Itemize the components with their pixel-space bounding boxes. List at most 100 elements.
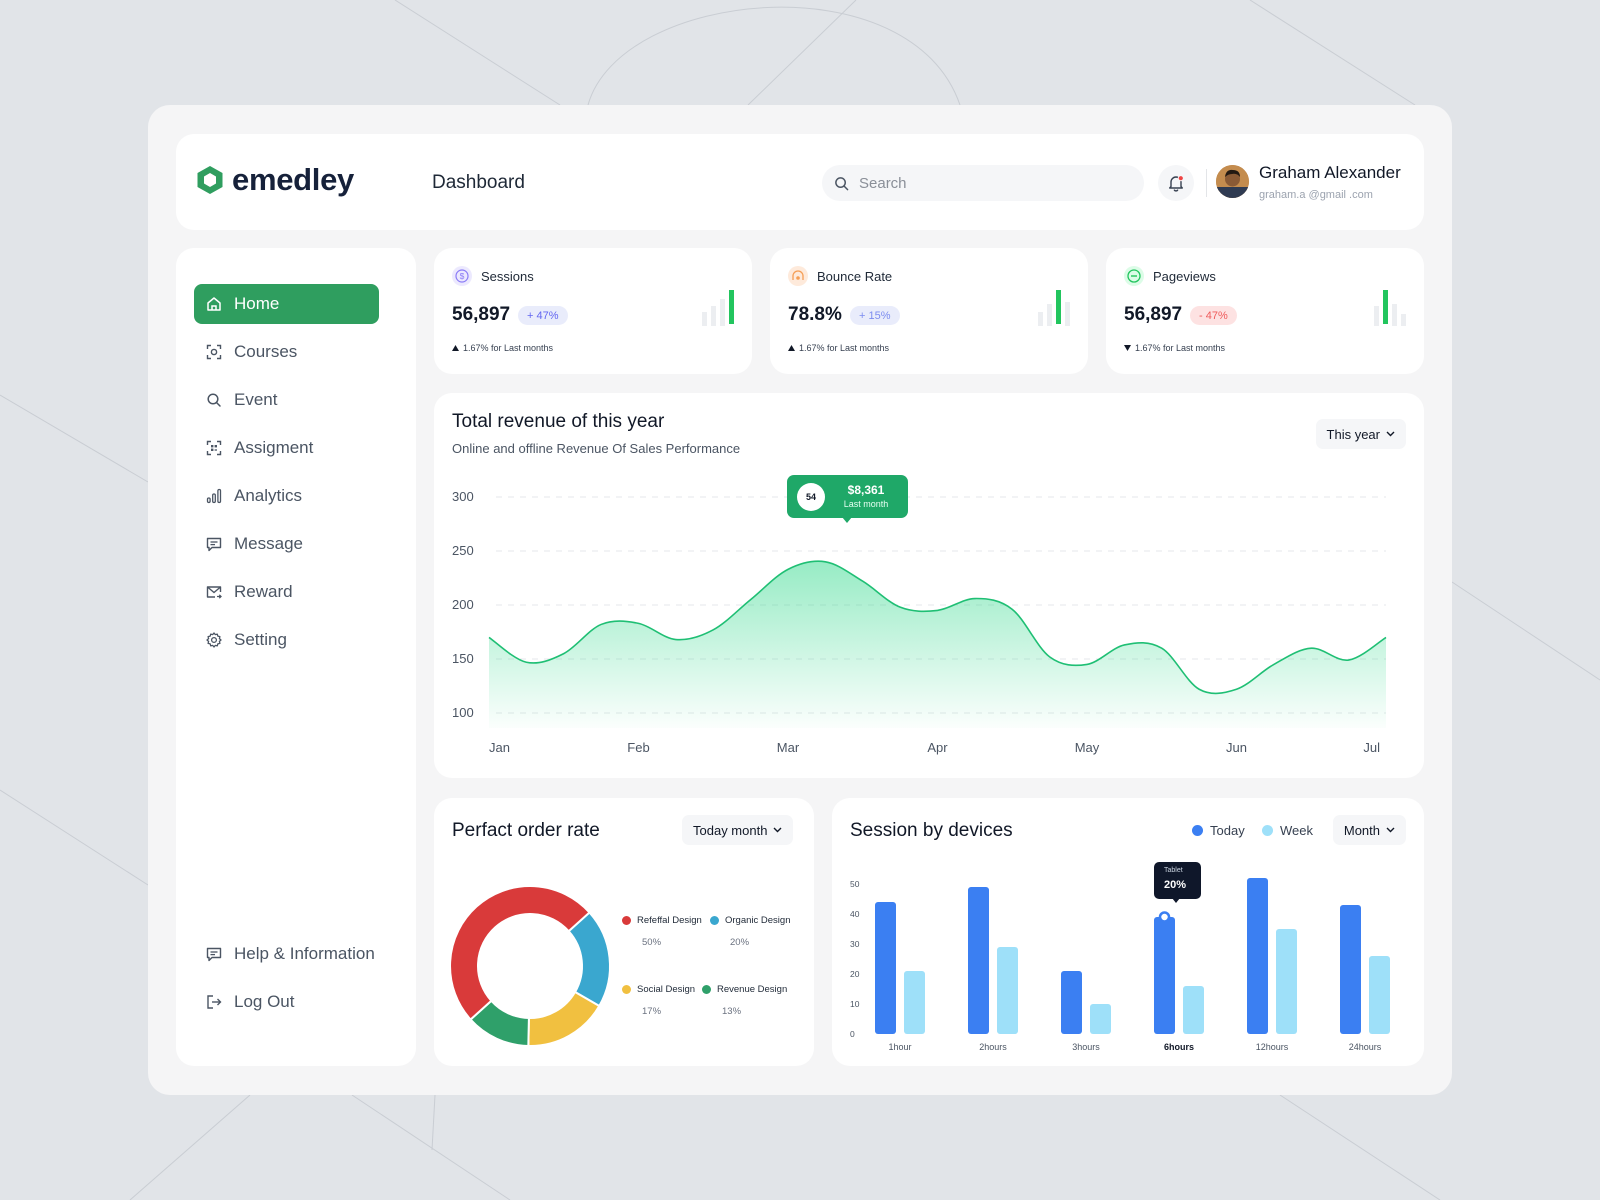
y-tick-label: 10 [850,999,860,1009]
sidebar-item-courses[interactable]: Courses [194,332,379,372]
qr-scan-icon [206,440,222,456]
revenue-area-chart: 300 250 200 150 100 Jan Feb Mar Apr May Jun Jul [452,489,1387,755]
period-dropdown[interactable]: This year [1315,419,1406,449]
stat-footnote: 1.67% for Last months [1124,343,1225,353]
revenue-subtitle: Online and offline Revenue Of Sales Perf… [452,441,741,456]
notification-button[interactable] [1158,165,1194,201]
logo[interactable]: emedley [194,162,354,198]
header-divider [1206,169,1207,197]
revenue-card: Total revenue of this year Online and of… [434,393,1424,778]
devices-period-dropdown[interactable]: Month [1332,815,1406,845]
x-tick-label: Jan [489,740,510,755]
sidebar-item-label: Log Out [234,992,295,1011]
x-tick-label: 6hours [1164,1042,1194,1052]
bar-today [1061,971,1082,1034]
bar-tooltip: Tablet 20% [1154,862,1201,903]
sidebar-item-event[interactable]: Event [194,380,379,420]
user-photo [1216,165,1249,198]
bar-week [904,971,925,1034]
logo-icon [197,166,223,194]
y-tick-label: 50 [850,879,860,889]
minus-circle-icon [1124,266,1144,286]
order-rate-title: Perfact order rate [452,820,600,841]
stat-value: 78.8% [788,304,842,325]
revenue-area [489,561,1386,728]
y-tick-label: 100 [452,705,474,720]
legend-week: Week [1262,823,1313,838]
sidebar-item-label: Assigment [234,438,314,457]
order-period-dropdown[interactable]: Today month [682,815,794,845]
sessions-devices-card: Session by devices Today Week Month 50 40… [832,798,1424,1066]
sidebar-item-help[interactable]: Help & Information [194,934,399,974]
stat-card-sessions[interactable]: $ Sessions 56,897 + 47% 1.67% for Last m… [434,248,752,374]
search-icon [835,176,849,190]
donut-slice [527,990,601,1047]
bar-highlight-marker [1158,911,1171,923]
stat-value: 56,897 [1124,304,1183,325]
logout-button[interactable]: Log Out [194,982,379,1022]
sidebar-item-label: Setting [234,630,287,649]
sidebar-item-label: Reward [234,582,293,601]
bar-week [1183,986,1204,1034]
sidebar-item-message[interactable]: Message [194,524,379,564]
sidebar-item-assigment[interactable]: Assigment [194,428,379,468]
triangle-down-icon [1124,345,1131,351]
x-tick-label: 1hour [888,1042,911,1052]
x-tick-label: 2hours [979,1042,1007,1052]
legend-value: 13% [722,1006,742,1017]
y-tick-label: 150 [452,651,474,666]
stat-footnote: 1.67% for Last months [788,343,889,353]
order-donut-chart [449,885,611,1048]
chevron-down-icon [1386,431,1395,437]
bar-chart-icon [206,488,222,504]
sidebar-item-setting[interactable]: Setting [194,620,379,660]
x-tick-label: Feb [627,740,649,755]
help-message-icon [206,947,222,962]
sidebar-item-label: Help & Information [234,944,375,963]
search-bar[interactable]: Search [822,165,1144,201]
stat-badge: + 15% [850,306,900,325]
bar-week [1369,956,1390,1034]
legend-value: 50% [642,937,662,948]
order-rate-card: Perfact order rate Today month Refeffal … [434,798,814,1066]
stat-badge: - 47% [1190,306,1237,325]
legend-item: Social Design [622,984,695,995]
sidebar-item-label: Home [234,294,280,313]
stat-label: Sessions [481,269,534,284]
bounce-icon [788,266,808,286]
search-input[interactable]: Search [859,174,907,192]
tooltip-badge: 54 [797,483,825,511]
user-name[interactable]: Graham Alexander [1259,163,1401,182]
x-tick-label: 24hours [1349,1042,1382,1052]
stat-card-bounce-rate[interactable]: Bounce Rate 78.8% + 15% 1.67% for Last m… [770,248,1088,374]
stat-card-pageviews[interactable]: Pageviews 56,897 - 47% 1.67% for Last mo… [1106,248,1424,374]
donut-slice [449,885,591,1021]
avatar[interactable] [1216,165,1249,198]
mail-icon [206,586,222,599]
bar-today [1340,905,1361,1034]
legend-value: 20% [730,937,750,948]
sidebar-item-home[interactable]: Home [194,284,379,324]
chevron-down-icon [773,827,782,833]
legend-item: Organic Design [710,915,790,926]
home-icon [207,297,221,311]
bar-week [1090,1004,1111,1034]
sidebar-item-label: Courses [234,342,298,361]
user-email: graham.a @gmail .com [1259,189,1373,201]
stat-footnote: 1.67% for Last months [452,343,553,353]
legend-item: Revenue Design [702,984,787,995]
message-icon [206,537,222,552]
sidebar-item-reward[interactable]: Reward [194,572,379,612]
revenue-line [488,560,1387,695]
triangle-up-icon [788,345,795,351]
bar-week [1276,929,1297,1034]
x-tick-label: Jul [1363,740,1380,755]
dashboard-window: emedley Dashboard Search Graham Alexande… [148,105,1452,1095]
y-tick-label: 300 [452,489,474,504]
sidebar-item-analytics[interactable]: Analytics [194,476,379,516]
bar-tooltip-label: Tablet [1164,867,1183,874]
stat-value: 56,897 [452,304,511,325]
y-tick-label: 40 [850,909,860,919]
mini-bar-chart [702,290,734,326]
